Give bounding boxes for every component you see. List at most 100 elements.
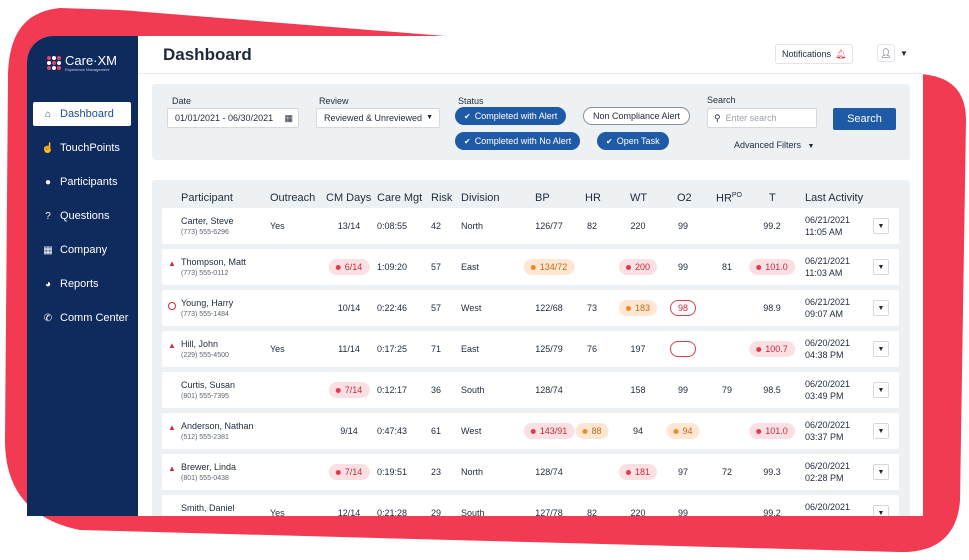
cm-days-value: 10/14: [337, 303, 361, 313]
risk-value: 36: [431, 385, 442, 395]
review-label: Review: [319, 96, 349, 106]
participant-phone: (801) 555-7395: [181, 393, 229, 400]
col-bp[interactable]: BP: [535, 192, 550, 204]
advanced-filters-label: Advanced Filters: [734, 140, 802, 150]
t-alert-pill: 101.0: [749, 259, 795, 275]
status-dot-icon: [530, 264, 536, 270]
table-row[interactable]: Young, Harry (773) 555-1484 0:22:46 57 West 1…: [162, 290, 899, 326]
cm-days-value: 7/14: [344, 467, 363, 477]
alert-triangle-icon: ▲: [168, 259, 176, 268]
status-dot-icon: [756, 264, 762, 270]
table-row[interactable]: Smith, Daniel Yes 0:21:28 29 South 12/14 127/7…: [162, 495, 899, 516]
review-select[interactable]: Reviewed & Unreviewed ▼: [316, 108, 440, 128]
status-chip-completed-with-no-alert[interactable]: ✔ Completed with No Alert: [455, 132, 581, 150]
risk-value: 23: [431, 467, 442, 477]
care-mgt-value: 1:09:20: [377, 262, 408, 272]
col-o2[interactable]: O2: [677, 192, 692, 204]
status-chip-non-compliance-alert[interactable]: Non Compliance Alert: [583, 107, 691, 125]
division-value: North: [461, 467, 484, 477]
care-mgt-value: 0:12:17: [377, 385, 408, 395]
col-cm-days[interactable]: CM Days: [326, 192, 372, 204]
table-row[interactable]: Carter, Steve (773) 555-6296 Yes 0:08:55 42 N…: [162, 208, 899, 244]
col-care-mgt[interactable]: Care Mgt: [377, 192, 423, 204]
col-t[interactable]: T: [769, 192, 776, 204]
col-participant[interactable]: Participant: [181, 192, 233, 204]
row-menu-button[interactable]: ▼: [873, 341, 889, 357]
row-menu-button[interactable]: ▼: [873, 423, 889, 439]
caret-down-icon: ▼: [426, 114, 433, 121]
col-wt[interactable]: WT: [630, 192, 648, 204]
cm-days-alert-pill: 6/14: [328, 259, 370, 275]
bell-alert-icon: 🔔︎: [835, 48, 847, 59]
col-risk[interactable]: Risk: [431, 192, 453, 204]
notifications-label: Notifications: [782, 49, 832, 59]
user-menu-button[interactable]: 👤︎ ▼: [877, 44, 908, 62]
sidebar-item-comm-center[interactable]: ✆ Comm Center: [33, 306, 131, 330]
status-dot-icon: [335, 469, 341, 475]
sidebar-item-company[interactable]: ▦ Company: [33, 238, 131, 262]
bp-value: 128/74: [535, 385, 563, 395]
cm-days-value: 11/14: [338, 344, 360, 354]
last-activity-time: 11:05 AM: [805, 227, 843, 237]
col-hr-po[interactable]: HRPO: [716, 192, 742, 205]
division-value: South: [461, 508, 485, 516]
col-division[interactable]: Division: [461, 192, 500, 204]
col-hr-po-sup: PO: [731, 192, 743, 199]
last-activity-time: 04:38 PM: [805, 350, 844, 360]
table-row[interactable]: ▲ Thompson, Matt (773) 555-0112 1:09:20 57 Ea…: [162, 249, 899, 285]
table-row[interactable]: Curtis, Susan (801) 555-7395 0:12:17 36 Sout…: [162, 372, 899, 408]
alert-triangle-icon: ▲: [168, 423, 176, 432]
row-menu-button[interactable]: ▼: [873, 300, 889, 316]
status-chip-label: Completed with Alert: [474, 111, 558, 121]
row-menu-button[interactable]: ▼: [873, 505, 889, 516]
last-activity-date: 06/20/2021: [805, 420, 851, 430]
row-menu-button[interactable]: ▼: [873, 382, 889, 398]
search-field: ⚲: [707, 108, 817, 128]
row-menu-button[interactable]: ▼: [873, 464, 889, 480]
row-menu-button[interactable]: ▼: [873, 259, 889, 275]
care-mgt-value: 0:17:25: [377, 344, 408, 354]
date-range-field[interactable]: 01/01/2021 - 06/30/2021 ▦: [167, 108, 299, 128]
participants-table: Participant Outreach CM Days Care Mgt Ri…: [152, 180, 910, 516]
o2-alert-pill: [670, 341, 696, 357]
cm-days-value: 7/14: [344, 385, 363, 395]
care-mgt-value: 0:47:43: [377, 426, 408, 436]
col-last-activity[interactable]: Last Activity: [805, 192, 864, 204]
table-row[interactable]: ▲ Brewer, Linda (801) 555-0438 0:19:51 23 Nor…: [162, 454, 899, 490]
row-menu-button[interactable]: ▼: [873, 218, 889, 234]
search-input[interactable]: [725, 113, 806, 123]
wt-value: 94: [632, 426, 644, 436]
table-row[interactable]: ▲ Hill, John (229) 555-4500 Yes 0:17:25 71 Eas…: [162, 331, 899, 367]
status-dot-icon: [625, 264, 631, 270]
table-row[interactable]: ▲ Anderson, Nathan (512) 555-2381 0:47:43 61…: [162, 413, 899, 449]
o2-value: 99: [677, 508, 689, 516]
o2-alert-pill: 98: [669, 300, 697, 316]
hr-value: 73: [586, 303, 598, 313]
participant-name: Thompson, Matt: [181, 257, 247, 267]
participant-name: Carter, Steve: [181, 216, 234, 226]
advanced-filters-toggle[interactable]: Advanced Filters ▼: [734, 140, 814, 150]
status-dot-icon: [756, 428, 762, 434]
sidebar-item-touchpoints[interactable]: ☝ TouchPoints: [33, 136, 131, 160]
status-dot-icon: [673, 428, 679, 434]
wt-value: 158: [630, 385, 646, 395]
sidebar-item-reports[interactable]: ◕ Reports: [33, 272, 131, 296]
search-button[interactable]: Search: [833, 108, 896, 130]
care-mgt-value: 0:22:46: [377, 303, 408, 313]
status-chip-open-task[interactable]: ✔ Open Task: [597, 132, 669, 150]
top-header: Dashboard Notifications 🔔︎ 👤︎ ▼: [138, 36, 923, 74]
col-outreach[interactable]: Outreach: [270, 192, 316, 204]
search-icon: ⚲: [714, 112, 721, 123]
status-chip-completed-with-alert[interactable]: ✔ Completed with Alert: [455, 107, 567, 125]
t-value: 101.0: [765, 426, 788, 436]
col-hr[interactable]: HR: [585, 192, 601, 204]
home-icon: ⌂: [44, 108, 52, 120]
sidebar-item-participants[interactable]: ● Participants: [33, 170, 131, 194]
brand-logo: Care·XM Experience Management: [47, 54, 117, 72]
sidebar-item-dashboard[interactable]: ⌂ Dashboard: [33, 102, 131, 126]
notifications-button[interactable]: Notifications 🔔︎: [775, 44, 854, 64]
last-activity-date: 06/20/2021: [805, 461, 851, 471]
sidebar-item-questions[interactable]: ? Questions: [33, 204, 131, 228]
status-chip-label: Open Task: [616, 136, 660, 146]
